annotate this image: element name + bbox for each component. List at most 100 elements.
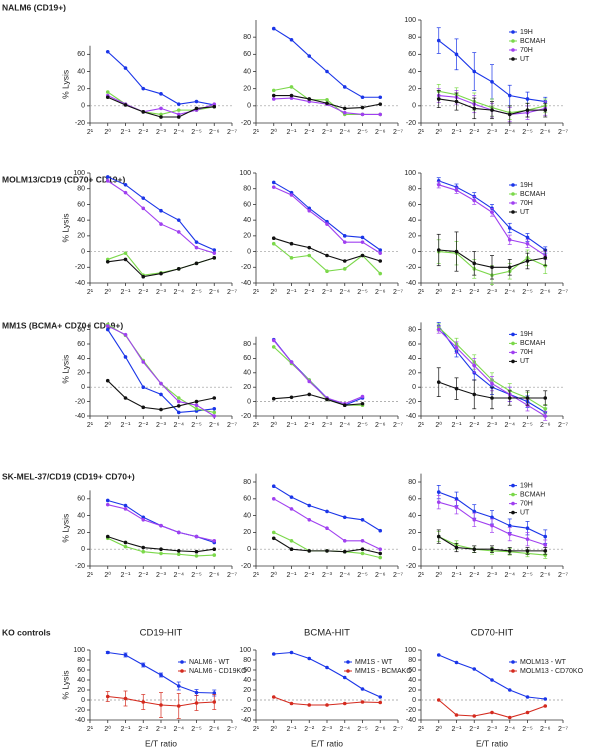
x-tick-label: 2¹ bbox=[253, 726, 260, 733]
y-tick-label: 0 bbox=[247, 103, 251, 110]
data-point bbox=[194, 261, 199, 266]
x-tick-label: 2⁰ bbox=[270, 725, 277, 733]
legend-marker bbox=[511, 501, 515, 506]
y-tick-label: 60 bbox=[408, 667, 416, 674]
y-tick-label: 80 bbox=[408, 479, 416, 486]
data-point bbox=[176, 530, 181, 535]
data-point bbox=[194, 106, 199, 111]
y-tick-label: 80 bbox=[408, 326, 416, 333]
legend-label: MOLM13 - WT bbox=[520, 659, 567, 666]
data-point bbox=[105, 378, 110, 383]
legend-label: BCMAH bbox=[520, 38, 545, 45]
series-line bbox=[107, 325, 215, 417]
y-tick-label: 60 bbox=[77, 51, 85, 58]
data-point bbox=[141, 196, 146, 200]
y-tick-label: -20 bbox=[241, 563, 251, 570]
legend-label: 19H bbox=[520, 29, 533, 36]
data-point bbox=[525, 97, 530, 101]
data-point bbox=[325, 253, 329, 258]
legend-marker bbox=[180, 660, 184, 664]
data-point bbox=[342, 675, 347, 680]
x-tick-label: 2⁻¹ bbox=[452, 726, 463, 733]
x-tick-label: 2¹ bbox=[253, 422, 260, 429]
data-point bbox=[490, 515, 494, 520]
y-tick-label: 100 bbox=[404, 647, 416, 654]
y-tick-label: 20 bbox=[243, 86, 251, 93]
data-point bbox=[436, 698, 441, 702]
data-point bbox=[271, 695, 276, 699]
data-point bbox=[436, 380, 441, 384]
panel: -20 0 20 40 60 80 100 2¹ 2⁰ 2⁻¹ 2⁻² 2⁻³ 2⁻⁴ 2⁻⁵ 2⁻⁶ 2⁻⁷… bbox=[404, 17, 568, 136]
x-tick-label: 2⁻⁴ bbox=[504, 129, 515, 136]
data-point bbox=[123, 355, 128, 359]
x-tick-label: 2⁻³ bbox=[322, 129, 333, 136]
data-point bbox=[436, 38, 441, 43]
y-tick-label: 0 bbox=[412, 697, 416, 704]
data-point bbox=[105, 49, 110, 54]
x-tick-label: 2⁻¹ bbox=[452, 422, 463, 429]
data-point bbox=[159, 673, 163, 677]
data-point bbox=[378, 251, 383, 255]
x-tick-label: 2⁻² bbox=[138, 726, 149, 733]
data-point bbox=[342, 240, 347, 244]
legend-label: 19H bbox=[520, 182, 533, 189]
y-tick-label: 60 bbox=[408, 201, 416, 208]
data-point bbox=[307, 503, 312, 508]
legend-label: BCMAH bbox=[520, 491, 545, 498]
y-tick-label: -20 bbox=[406, 707, 416, 714]
y-tick-label: 60 bbox=[77, 341, 85, 348]
series-line bbox=[273, 393, 363, 406]
legend-label: BCMAH bbox=[520, 340, 545, 347]
data-point bbox=[176, 552, 181, 557]
data-point bbox=[123, 190, 128, 195]
x-tick-label: 2⁻² bbox=[138, 572, 149, 579]
data-point bbox=[543, 396, 548, 400]
x-tick-label: 2⁻³ bbox=[156, 572, 167, 579]
data-point bbox=[159, 222, 163, 226]
y-axis-label: % Lysis bbox=[60, 214, 70, 243]
x-tick-label: 2⁻¹ bbox=[121, 726, 132, 733]
data-point bbox=[490, 678, 494, 682]
data-point bbox=[525, 526, 530, 530]
y-tick-label: -20 bbox=[241, 120, 251, 127]
data-point bbox=[194, 403, 199, 408]
x-tick-label: 2⁻⁷ bbox=[393, 572, 404, 579]
y-tick-label: 40 bbox=[408, 217, 416, 224]
x-tick-label: 2⁻⁷ bbox=[227, 726, 238, 733]
data-point bbox=[525, 549, 530, 553]
x-tick-label: 2⁻³ bbox=[156, 422, 167, 429]
data-point bbox=[507, 226, 512, 230]
x-tick-label: 2⁻² bbox=[469, 289, 480, 296]
data-point bbox=[212, 248, 217, 252]
x-tick-label: 2⁰ bbox=[270, 571, 277, 579]
data-point bbox=[454, 99, 459, 104]
y-tick-label: -40 bbox=[241, 717, 251, 724]
data-point bbox=[271, 236, 276, 241]
x-tick-label: 2⁻⁴ bbox=[339, 572, 350, 579]
x-tick-label: 2⁻² bbox=[138, 289, 149, 296]
x-tick-label: 2⁰ bbox=[435, 128, 442, 136]
y-tick-label: 40 bbox=[243, 217, 251, 224]
x-tick-label: 2¹ bbox=[418, 422, 425, 429]
data-point bbox=[454, 52, 459, 57]
y-tick-label: 60 bbox=[243, 496, 251, 503]
legend-label: 70H bbox=[520, 47, 533, 54]
y-tick-label: -20 bbox=[406, 398, 416, 405]
legend-marker bbox=[511, 350, 515, 355]
legend-marker bbox=[346, 660, 350, 664]
data-point bbox=[271, 180, 276, 185]
data-point bbox=[360, 687, 365, 691]
data-point bbox=[176, 399, 181, 404]
y-tick-label: 20 bbox=[243, 529, 251, 536]
x-tick-label: 2⁻² bbox=[138, 129, 149, 136]
legend-marker bbox=[511, 341, 515, 346]
x-tick-label: 2⁻² bbox=[469, 572, 480, 579]
y-tick-label: 80 bbox=[408, 186, 416, 193]
data-point bbox=[472, 509, 477, 514]
data-point bbox=[360, 253, 365, 258]
data-point bbox=[289, 193, 294, 197]
y-tick-label: 80 bbox=[243, 341, 251, 348]
data-point bbox=[360, 240, 365, 244]
y-axis-label: % Lysis bbox=[60, 70, 70, 99]
legend-marker bbox=[511, 30, 515, 34]
